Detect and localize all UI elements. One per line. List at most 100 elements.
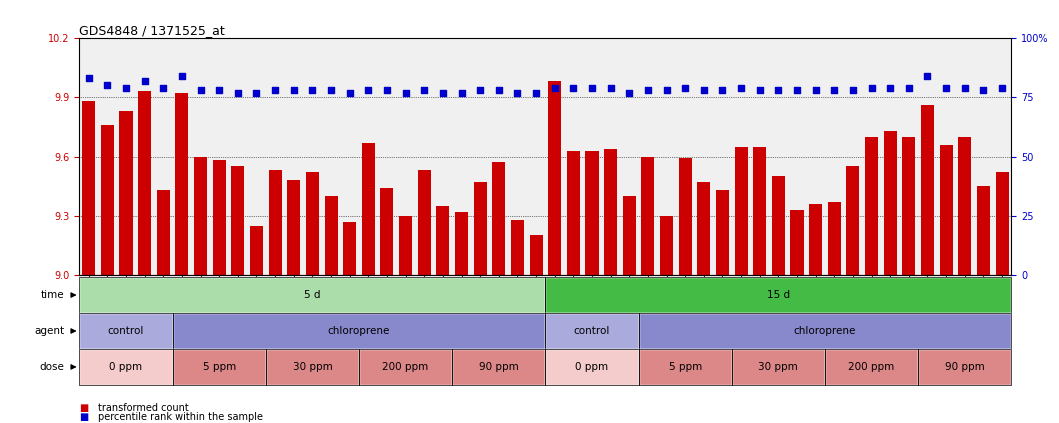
Bar (735, 147, 748, 275)
Bar (79, 277, 545, 313)
Bar (455, 212, 468, 275)
Bar (473, 182, 487, 275)
Bar (120, 111, 132, 275)
Bar (567, 151, 580, 275)
Bar (194, 157, 208, 275)
Text: chloroprene: chloroprene (794, 326, 856, 336)
Point (304, 87, 321, 93)
Bar (287, 180, 301, 275)
Text: 0 ppm: 0 ppm (109, 362, 143, 372)
Point (770, 87, 787, 93)
Bar (545, 277, 1011, 313)
Point (844, 87, 861, 93)
Bar (883, 131, 897, 275)
Bar (918, 349, 1011, 385)
Bar (828, 202, 841, 275)
Bar (79, 313, 173, 349)
Bar (639, 349, 732, 385)
Bar (679, 159, 692, 275)
Point (733, 85, 750, 91)
Bar (545, 349, 639, 385)
Bar (995, 172, 1008, 275)
Bar (825, 349, 918, 385)
Bar (452, 349, 545, 385)
Point (471, 87, 488, 93)
Bar (753, 147, 767, 275)
Point (621, 89, 638, 96)
Bar (586, 151, 598, 275)
Point (323, 87, 340, 93)
Bar (545, 313, 639, 349)
Text: 5 d: 5 d (304, 290, 321, 300)
Point (453, 89, 470, 96)
Point (248, 89, 265, 96)
Bar (809, 204, 822, 275)
Point (341, 89, 358, 96)
Point (416, 87, 433, 93)
Bar (452, 349, 545, 385)
Text: 200 ppm: 200 ppm (382, 362, 429, 372)
Point (677, 85, 694, 91)
Point (789, 87, 806, 93)
Bar (918, 349, 1011, 385)
Point (863, 85, 880, 91)
Point (360, 87, 377, 93)
Point (546, 85, 563, 91)
Bar (436, 206, 449, 275)
Bar (732, 349, 825, 385)
Bar (250, 225, 263, 275)
Point (527, 89, 544, 96)
Text: 15 d: 15 d (767, 290, 790, 300)
Point (564, 85, 581, 91)
Text: 200 ppm: 200 ppm (848, 362, 895, 372)
Point (230, 89, 247, 96)
Bar (324, 196, 338, 275)
Bar (266, 349, 359, 385)
Bar (83, 101, 95, 275)
Point (155, 85, 172, 91)
Bar (790, 210, 804, 275)
Bar (865, 137, 878, 275)
Point (937, 85, 954, 91)
Bar (417, 170, 431, 275)
Text: transformed count: transformed count (98, 403, 190, 413)
Bar (510, 220, 524, 275)
Text: percentile rank within the sample: percentile rank within the sample (98, 412, 264, 422)
Point (696, 87, 713, 93)
Bar (976, 186, 990, 275)
Point (98, 82, 115, 89)
Bar (530, 236, 542, 275)
Bar (173, 313, 545, 349)
Point (919, 73, 936, 80)
Point (603, 85, 620, 91)
Bar (545, 313, 639, 349)
Text: control: control (574, 326, 610, 336)
Bar (173, 349, 266, 385)
Bar (545, 277, 1011, 313)
Point (658, 87, 675, 93)
Point (137, 77, 154, 84)
Bar (343, 222, 356, 275)
Bar (604, 148, 617, 275)
Bar (732, 349, 825, 385)
Bar (623, 196, 635, 275)
Point (397, 89, 414, 96)
Bar (362, 143, 375, 275)
Text: ■: ■ (79, 403, 89, 413)
Point (900, 85, 917, 91)
Point (378, 87, 395, 93)
Point (993, 85, 1010, 91)
Bar (639, 313, 1011, 349)
Bar (549, 82, 561, 275)
Bar (79, 349, 173, 385)
Point (714, 87, 731, 93)
Text: control: control (108, 326, 144, 336)
Text: 90 ppm: 90 ppm (945, 362, 985, 372)
Bar (359, 349, 452, 385)
Text: GDS4848 / 1371525_at: GDS4848 / 1371525_at (79, 24, 226, 37)
Bar (772, 176, 785, 275)
Bar (660, 216, 674, 275)
Bar (79, 277, 545, 313)
Point (509, 89, 526, 96)
Text: time: time (41, 290, 65, 300)
